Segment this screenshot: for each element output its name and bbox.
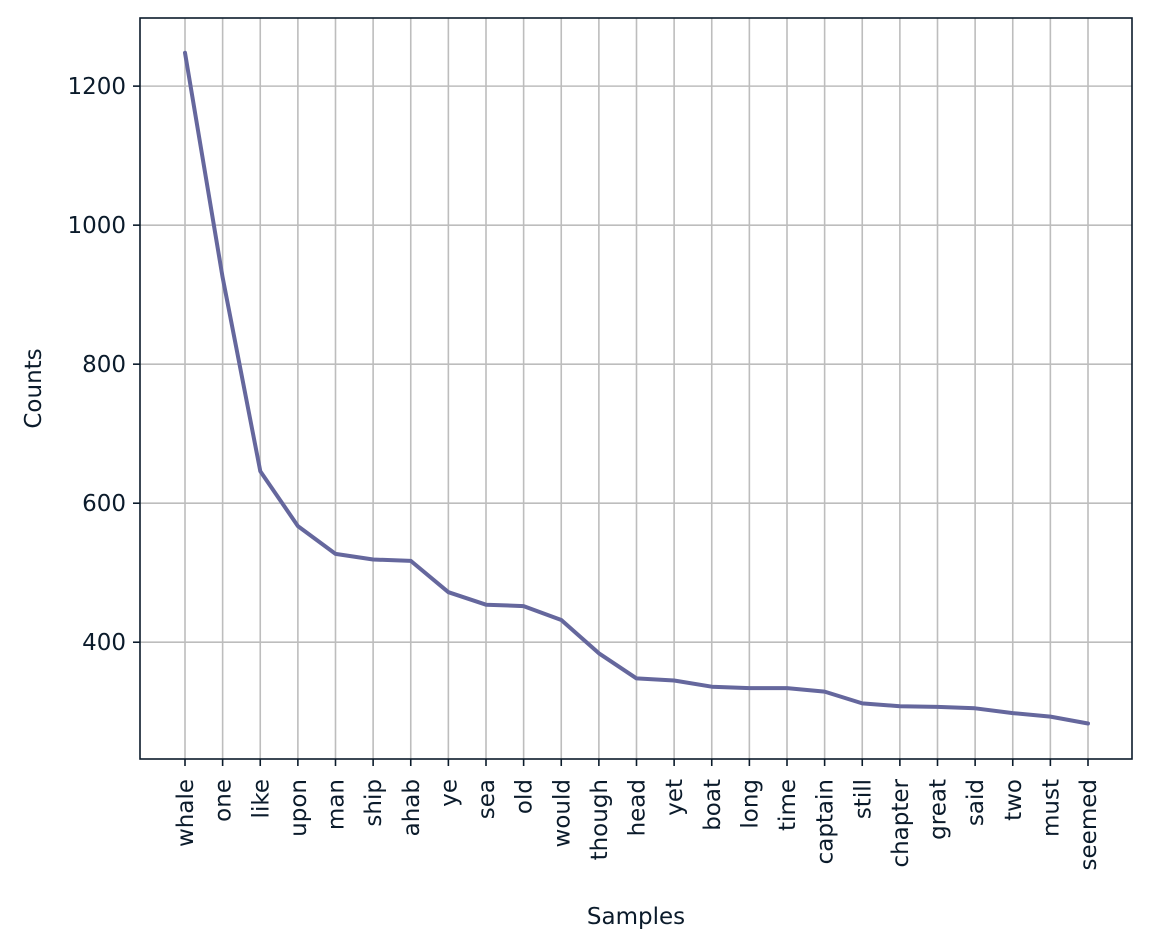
x-tick-label-seemed: seemed xyxy=(1076,779,1102,870)
y-tick-label-1200: 1200 xyxy=(67,74,126,100)
x-tick-label-time: time xyxy=(775,779,801,831)
x-tick-label-still: still xyxy=(850,779,876,819)
y-axis-ticks: 400 600 800 1000 1200 xyxy=(67,74,140,656)
y-tick-label-1000: 1000 xyxy=(67,213,126,239)
y-tick-label-800: 800 xyxy=(82,352,126,378)
x-tick-label-man: man xyxy=(324,779,350,830)
y-axis-label: Counts xyxy=(21,348,47,428)
grid-lines xyxy=(140,18,1132,759)
x-tick-label-ship: ship xyxy=(361,779,387,827)
x-tick-label-like: like xyxy=(248,779,274,818)
x-tick-label-though: though xyxy=(587,779,613,860)
series-line-0 xyxy=(183,50,1090,726)
x-tick-label-said: said xyxy=(963,779,989,826)
x-tick-label-two: two xyxy=(1001,779,1027,821)
x-tick-label-great: great xyxy=(926,779,952,840)
y-tick-label-600: 600 xyxy=(82,491,126,517)
y-tick-label-400: 400 xyxy=(82,630,126,656)
x-tick-label-yet: yet xyxy=(662,779,688,816)
x-tick-label-ye: ye xyxy=(436,779,462,807)
x-tick-label-sea: sea xyxy=(474,779,500,819)
series-layer xyxy=(183,50,1090,726)
x-tick-label-boat: boat xyxy=(700,779,726,831)
x-tick-label-captain: captain xyxy=(813,779,839,864)
x-tick-label-chapter: chapter xyxy=(888,778,914,867)
x-tick-label-head: head xyxy=(625,779,651,836)
x-axis-label: Samples xyxy=(587,904,685,930)
x-tick-label-must: must xyxy=(1038,779,1064,837)
x-tick-label-whale: whale xyxy=(173,779,199,847)
x-tick-label-would: would xyxy=(549,779,575,847)
x-axis-ticks: whale one like upon man ship ahab ye sea old would… xyxy=(173,759,1102,870)
x-tick-label-old: old xyxy=(512,779,538,814)
x-tick-label-ahab: ahab xyxy=(399,779,425,836)
x-tick-label-one: one xyxy=(211,779,237,822)
x-tick-label-long: long xyxy=(737,779,763,829)
x-tick-label-upon: upon xyxy=(286,779,312,837)
